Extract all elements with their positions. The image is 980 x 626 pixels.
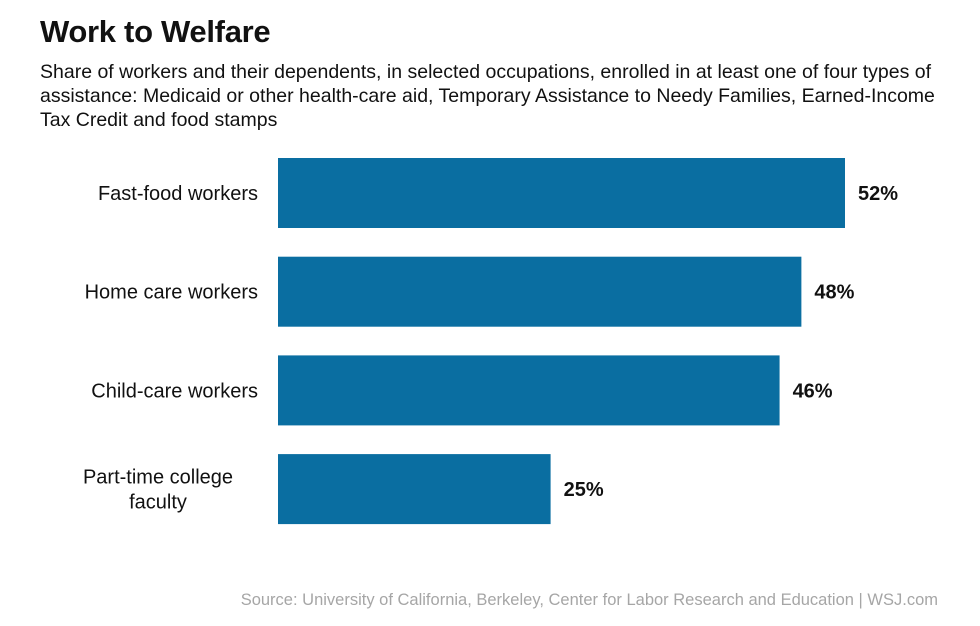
value-label: 52% xyxy=(858,183,898,205)
bar-1 xyxy=(278,158,845,228)
chart-subtitle: Share of workers and their dependents, i… xyxy=(40,61,935,131)
chart-title: Work to Welfare xyxy=(40,14,271,49)
value-label: 25% xyxy=(564,479,604,501)
source-note: Source: University of California, Berkel… xyxy=(240,591,938,609)
category-label: Home care workers xyxy=(85,282,258,304)
category-label: Part-time college faculty xyxy=(83,467,233,514)
category-label: Fast-food workers xyxy=(98,183,258,205)
category-label: Child-care workers xyxy=(91,380,258,402)
value-label: 48% xyxy=(814,282,854,304)
bar-4 xyxy=(278,454,551,525)
bar-3 xyxy=(278,355,780,426)
value-label: 46% xyxy=(793,380,833,402)
bar-2 xyxy=(278,256,802,327)
